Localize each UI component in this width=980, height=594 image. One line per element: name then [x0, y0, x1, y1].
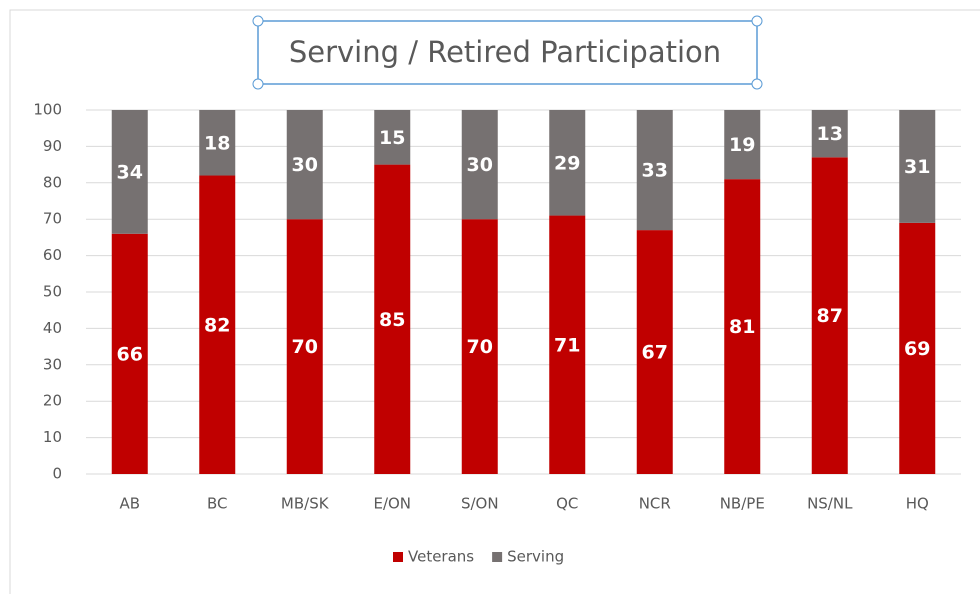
bar-segment	[724, 110, 761, 180]
bar-segment	[636, 110, 673, 231]
title-selection[interactable]	[257, 20, 758, 85]
y-tick-label: 10	[43, 428, 62, 446]
data-label: 30	[292, 154, 318, 176]
x-tick-label: S/ON	[461, 495, 499, 513]
y-tick-label: 100	[33, 101, 62, 119]
data-label: 87	[817, 305, 843, 327]
x-tick-label: HQ	[906, 495, 929, 513]
data-label: 70	[467, 336, 493, 358]
x-tick-label: E/ON	[373, 495, 411, 513]
y-tick-label: 70	[43, 210, 62, 228]
data-label: 19	[729, 134, 755, 156]
data-label: 31	[904, 156, 930, 178]
x-tick-label: AB	[119, 495, 140, 513]
bar-segment	[374, 110, 411, 165]
data-label: 33	[642, 160, 668, 182]
data-label: 71	[554, 334, 580, 356]
x-tick-label: NB/PE	[720, 495, 765, 513]
bar-segment	[811, 110, 848, 158]
bar-segment	[286, 219, 323, 474]
y-tick-label: 90	[43, 137, 62, 155]
bar-segment	[549, 215, 586, 474]
x-tick-label: BC	[207, 495, 228, 513]
bar-segment	[724, 179, 761, 474]
x-tick-label: NS/NL	[807, 495, 853, 513]
bar-segment	[549, 110, 586, 216]
y-tick-label: 50	[43, 283, 62, 301]
data-label: 70	[292, 336, 318, 358]
data-label: 29	[554, 152, 580, 174]
legend-label: Veterans	[408, 548, 474, 566]
legend-swatch	[393, 552, 403, 562]
handle[interactable]	[751, 78, 763, 90]
data-label: 82	[204, 314, 230, 336]
handle[interactable]	[252, 78, 264, 90]
legend-swatch	[492, 552, 503, 562]
chart-title[interactable]: Serving / Retired Participation	[289, 35, 721, 69]
handle[interactable]	[751, 15, 763, 27]
data-label: 67	[642, 342, 668, 364]
bar-segment	[111, 110, 148, 234]
bar-segment	[286, 110, 323, 220]
bar-segment	[811, 157, 848, 474]
y-tick-label: 40	[43, 319, 62, 337]
bar-segment	[636, 230, 673, 474]
x-tick-label: NCR	[639, 495, 671, 513]
data-label: 66	[117, 343, 143, 365]
data-label: 34	[117, 161, 143, 183]
data-label: 81	[729, 316, 755, 338]
bar-segment	[461, 110, 498, 220]
data-label: 85	[379, 309, 405, 331]
bar-segment	[899, 222, 936, 474]
legend-label: Serving	[507, 548, 564, 566]
data-label: 69	[904, 338, 930, 360]
data-label: 15	[379, 127, 405, 149]
y-tick-label: 30	[43, 355, 62, 373]
y-tick-label: 20	[43, 392, 62, 410]
bar-segment	[111, 233, 148, 474]
bar-segment	[461, 219, 498, 474]
bar-segment	[199, 175, 236, 474]
x-tick-label: QC	[556, 495, 578, 513]
x-tick-label: MB/SK	[281, 495, 330, 513]
data-label: 18	[204, 132, 230, 154]
data-label: 30	[467, 154, 493, 176]
y-tick-label: 0	[52, 465, 62, 483]
data-label: 13	[817, 123, 843, 145]
bar-segment	[374, 164, 411, 474]
y-tick-label: 80	[43, 173, 62, 191]
bar-segment	[199, 110, 236, 176]
bar-segment	[899, 110, 936, 223]
y-tick-label: 60	[43, 246, 62, 264]
handle[interactable]	[252, 15, 264, 27]
